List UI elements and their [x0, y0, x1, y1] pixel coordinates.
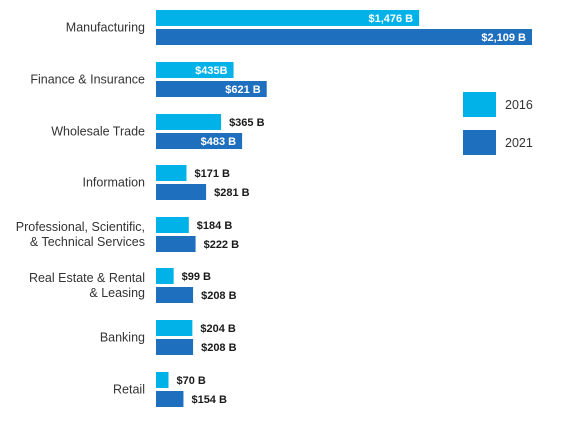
bar-2021-0: [156, 29, 532, 45]
legend: 2016 2021: [463, 92, 533, 155]
bar-2016-0: [156, 10, 420, 26]
bar-2016-3: [156, 165, 187, 181]
bar-2021-1: [156, 81, 267, 97]
legend-swatch-2016: [463, 92, 496, 117]
bar-2016-1: [156, 62, 234, 78]
bar-2021-2: [156, 133, 243, 149]
bar-2021-6: [156, 339, 194, 355]
value-label-2016-7: $70 B: [176, 375, 205, 387]
value-label-2021-3: $281 B: [214, 187, 250, 199]
bar-2016-5: [156, 268, 174, 284]
value-label-2016-0: $1,476 B: [368, 13, 413, 25]
bar-2021-3: [156, 184, 207, 200]
value-label-2016-2: $365 B: [229, 117, 265, 129]
value-label-2016-5: $99 B: [182, 271, 211, 283]
category-label-6: Banking: [100, 331, 145, 345]
bar-2016-2: [156, 114, 222, 130]
value-label-2021-1: $621 B: [225, 84, 261, 96]
category-label-0: Manufacturing: [66, 21, 145, 35]
value-label-2016-3: $171 B: [194, 168, 230, 180]
category-label-2: Wholesale Trade: [51, 125, 145, 139]
bar-2016-6: [156, 320, 193, 336]
legend-label-2016: 2016: [505, 98, 533, 112]
value-label-2021-2: $483 B: [201, 136, 237, 148]
bar-2016-7: [156, 372, 169, 388]
value-label-2021-7: $154 B: [191, 394, 227, 406]
value-label-2021-4: $222 B: [204, 239, 240, 251]
category-label-3: Information: [82, 176, 145, 190]
category-label-4-line-0: Professional, Scientific,: [16, 220, 145, 234]
bar-2021-5: [156, 287, 194, 303]
value-label-2021-5: $208 B: [201, 290, 237, 302]
category-labels: Manufacturing Finance & Insurance Wholesal…: [16, 21, 145, 397]
bar-2016-4: [156, 217, 189, 233]
value-label-2016-1: $435B: [195, 65, 227, 77]
value-label-2016-6: $204 B: [200, 323, 236, 335]
category-label-1: Finance & Insurance: [30, 73, 145, 87]
legend-swatch-2021: [463, 130, 496, 155]
bar-2021-7: [156, 391, 184, 407]
category-label-7: Retail: [113, 383, 145, 397]
legend-label-2021: 2021: [505, 136, 533, 150]
bar-2021-4: [156, 236, 196, 252]
category-label-5-line-0: Real Estate & Rental: [29, 271, 145, 285]
bars-layer: [156, 10, 532, 407]
value-label-2021-0: $2,109 B: [481, 32, 526, 44]
category-label-4-line-1: & Technical Services: [30, 235, 145, 249]
value-labels: $1,476 B $2,109 B $435B $621 B $365 B $483 B $…: [176, 13, 526, 406]
category-label-5-line-1: & Leasing: [89, 286, 145, 300]
value-label-2016-4: $184 B: [197, 220, 233, 232]
value-label-2021-6: $208 B: [201, 342, 237, 354]
